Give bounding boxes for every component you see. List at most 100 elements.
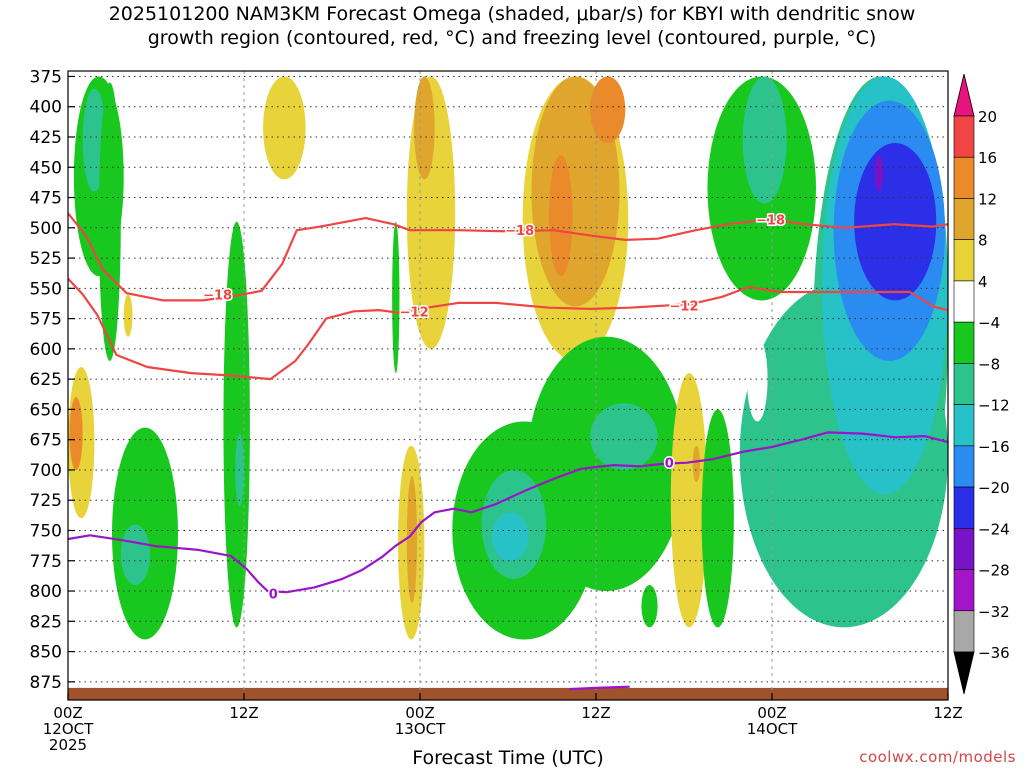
omega-region-24 [590,403,658,470]
colorbar: 20 16 12 8 4 −4 −8 −12 −16 −20 −24 −28 −32 −36 [953,73,1010,695]
omega-region-15 [392,221,400,374]
omega-region-18 [549,155,573,277]
x-axis-label: Forecast Time (UTC) [412,747,603,768]
y-tick-label-650: 650 [30,400,62,420]
colorbar-label-13: −36 [978,644,1010,662]
contour-line-2 [68,431,948,594]
y-axis: 375 400 425 450 475 500 525 550 575 600 625 650 675 7… [30,67,75,693]
colorbar-bin-11 [953,528,975,570]
omega-region-12 [414,76,435,180]
colorbar-label-4: 4 [978,273,988,291]
colorbar-label-1: 16 [978,149,997,167]
colorbar-bin-10 [953,486,975,529]
contour-label-0-1: −18 [505,224,534,239]
y-tick-label-475: 475 [30,189,62,209]
chart-title-line1: 2025101200 NAM3KM Forecast Omega (shaded… [108,3,916,25]
omega-region-37 [874,155,884,192]
y-tick-label-450: 450 [30,158,62,178]
y-tick-label-375: 375 [30,67,62,87]
y-tick-label-825: 825 [30,612,62,632]
x-tick-label-2-1: 13OCT [395,720,446,738]
x-tick-label-0-1: 12OCT [43,720,94,738]
omega-shading [68,76,948,640]
x-tick-label-5-0: 12Z [933,704,962,722]
omega-region-7 [223,221,250,628]
contour-label-1-0: −12 [400,305,429,320]
y-tick-label-600: 600 [30,340,62,360]
colorbar-bin-0 [953,73,975,117]
colorbar-bin-1 [953,115,975,158]
x-tick-label-1-0: 12Z [229,704,258,722]
colorbar-bin-7 [953,363,975,405]
colorbar-label-2: 12 [978,190,997,208]
chart-title-line2: growth region (contoured, red, °C) and f… [147,27,877,49]
y-tick-label-625: 625 [30,370,62,390]
omega-region-10 [263,76,306,180]
colorbar-bin-2 [953,156,975,199]
x-tick-label-3-0: 12Z [581,704,610,722]
colorbar-label-9: −20 [978,479,1010,497]
colorbar-label-5: −4 [978,314,1000,332]
colorbar-bin-12 [953,569,975,612]
contour-line-1 [68,277,948,381]
colorbar-bin-4 [953,239,975,282]
x-tick-label-0-2: 2025 [49,736,87,754]
y-tick-label-725: 725 [30,491,62,511]
colorbar-bin-13 [953,610,975,653]
omega-region-19 [590,76,626,144]
temperature-contours: −18 −18 −18 −12 −12 0 0 [68,212,948,691]
colorbar-bin-14 [953,651,975,695]
omega-region-30 [742,76,787,204]
credit-text: coolwx.com/models [859,748,1016,766]
colorbar-label-0: 20 [978,108,997,126]
omega-region-36 [854,143,937,301]
ground-layer [68,687,948,700]
y-tick-label-425: 425 [30,128,62,148]
omega-region-6 [120,524,151,585]
omega-region-4 [69,397,83,470]
colorbar-bin-8 [953,404,975,447]
x-tick-label-4-0: 00Z [757,704,786,722]
y-tick-label-850: 850 [30,643,62,663]
y-tick-label-525: 525 [30,249,62,269]
y-tick-label-800: 800 [30,582,62,602]
y-tick-label-500: 500 [30,219,62,239]
x-tick-label-4-1: 14OCT [747,720,798,738]
omega-region-28 [641,584,658,628]
contour-label-2-0: 0 [269,587,278,602]
omega-region-14 [406,476,418,604]
contour-label-0-0: −18 [203,288,232,303]
colorbar-label-10: −24 [978,520,1010,538]
y-tick-label-675: 675 [30,431,62,451]
omega-region-9 [123,294,133,337]
colorbar-bin-3 [953,198,975,240]
colorbar-label-7: −12 [978,397,1010,415]
colorbar-label-11: −28 [978,562,1010,580]
contour-line-0 [68,212,948,302]
chart-title: 2025101200 NAM3KM Forecast Omega (shaded… [0,2,1024,50]
omega-region-25 [670,373,708,628]
colorbar-label-12: −32 [978,603,1010,621]
omega-region-26 [692,445,701,483]
y-tick-label-875: 875 [30,673,62,693]
y-tick-label-700: 700 [30,461,62,481]
contour-label-1-1: −12 [670,299,699,314]
y-tick-label-775: 775 [30,552,62,572]
colorbar-label-8: −16 [978,438,1010,456]
plot-frame [67,70,949,701]
colorbar-label-3: 8 [978,232,988,250]
omega-region-27 [701,409,734,628]
contour-label-2-1: 0 [665,457,674,472]
contour-line-3 [569,685,630,691]
contour-label-0-2: −18 [756,213,785,228]
colorbar-bin-6 [953,321,975,364]
y-tick-label-400: 400 [30,98,62,118]
colorbar-bin-9 [953,445,975,488]
y-tick-label-550: 550 [30,279,62,299]
ground-fill [68,687,948,700]
omega-region-23 [491,512,529,561]
x-tick-label-2-0: 00Z [405,704,434,722]
y-tick-label-575: 575 [30,310,62,330]
